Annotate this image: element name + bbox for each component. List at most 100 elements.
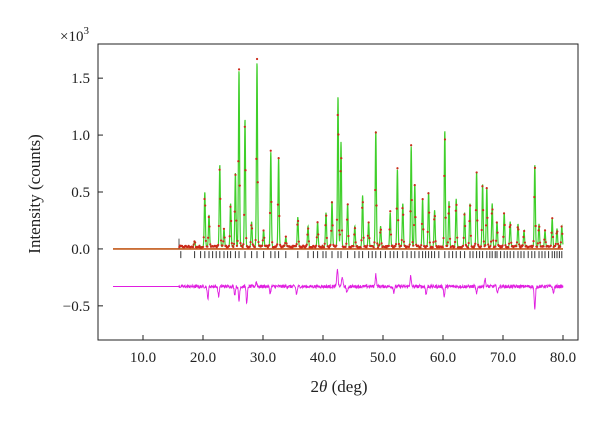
observed-point	[397, 219, 400, 222]
observed-point	[474, 242, 477, 245]
observed-point	[522, 235, 525, 239]
observed-point	[373, 241, 376, 244]
observed-point	[245, 236, 248, 240]
y-tick-label: −0.5	[63, 299, 90, 315]
observed-point	[413, 184, 416, 187]
observed-point	[191, 246, 195, 249]
observed-point	[344, 245, 347, 248]
observed-point	[484, 244, 487, 247]
observed-point	[502, 212, 506, 215]
observed-point	[307, 240, 310, 243]
observed-point	[411, 241, 414, 244]
observed-point	[222, 240, 225, 243]
observed-point	[362, 236, 365, 239]
observed-point	[538, 225, 541, 228]
observed-point	[335, 244, 338, 247]
calculated-pattern-line	[179, 63, 564, 248]
observed-point	[456, 236, 459, 239]
observed-point	[261, 244, 264, 247]
observed-point	[368, 237, 371, 240]
difference-line	[113, 268, 564, 310]
observed-point	[217, 224, 220, 228]
observed-point	[536, 242, 539, 245]
observed-point	[433, 215, 436, 218]
observed-point	[330, 229, 333, 232]
observed-point	[467, 241, 470, 245]
observed-point	[428, 241, 431, 244]
observed-point	[519, 246, 522, 249]
observed-point	[556, 242, 560, 246]
observed-point	[269, 149, 272, 152]
observed-point	[232, 245, 235, 249]
observed-point	[324, 224, 327, 227]
observed-point	[421, 198, 424, 201]
observed-point	[448, 237, 452, 240]
observed-point	[271, 241, 274, 244]
observed-point	[551, 217, 554, 220]
observed-point	[374, 188, 377, 192]
observed-point	[347, 234, 350, 238]
difference-curve-layer	[113, 268, 564, 310]
observed-point	[480, 228, 483, 232]
observed-point	[464, 224, 467, 228]
observed-point	[523, 241, 527, 244]
observed-point	[531, 244, 534, 247]
observed-point	[235, 244, 238, 247]
observed-point	[338, 229, 341, 232]
observed-point	[534, 224, 537, 228]
observed-point	[337, 133, 340, 136]
observed-point	[268, 211, 272, 215]
observed-point	[543, 229, 547, 232]
observed-point	[469, 234, 472, 237]
observed-point	[232, 242, 236, 245]
observed-point	[361, 206, 364, 209]
observed-point	[550, 231, 553, 234]
observed-point	[495, 239, 498, 242]
observed-point	[508, 225, 511, 229]
observed-point	[482, 240, 485, 243]
observed-point	[426, 230, 429, 234]
observed-point	[479, 245, 483, 248]
observed-point	[257, 240, 260, 244]
observed-point	[283, 244, 286, 247]
observed-point	[402, 240, 406, 243]
observed-point	[394, 245, 397, 248]
observed-point	[554, 242, 557, 246]
observed-point	[248, 245, 251, 248]
observed-point	[250, 224, 253, 227]
observed-point	[249, 241, 252, 244]
observed-point	[238, 184, 241, 187]
observed-point	[515, 241, 519, 244]
observed-point	[325, 214, 328, 217]
observed-point	[487, 243, 490, 246]
observed-point	[276, 243, 279, 246]
observed-points-layer	[178, 57, 564, 249]
observed-point	[201, 245, 205, 249]
observed-point	[244, 169, 247, 172]
observed-point	[262, 229, 265, 232]
observed-point	[366, 234, 370, 237]
observed-point	[495, 221, 498, 224]
observed-point	[322, 246, 326, 249]
reflection-marks-layer	[180, 251, 563, 259]
observed-point	[476, 219, 479, 222]
observed-point	[250, 227, 254, 230]
observed-point	[340, 157, 343, 160]
observed-point	[297, 219, 300, 223]
observed-point	[556, 230, 559, 233]
observed-point	[503, 223, 506, 227]
observed-point	[549, 244, 552, 247]
observed-point	[314, 246, 317, 249]
observed-point	[316, 221, 319, 224]
observed-point	[388, 228, 391, 231]
observed-point	[538, 241, 542, 244]
observed-point	[335, 218, 339, 221]
observed-point	[399, 244, 403, 247]
y-tick-label: 1.5	[71, 71, 90, 87]
observed-point	[448, 205, 451, 208]
observed-point	[367, 221, 370, 224]
observed-point	[291, 246, 294, 249]
observed-point	[472, 246, 475, 249]
observed-point	[453, 240, 457, 244]
observed-point	[395, 207, 398, 210]
